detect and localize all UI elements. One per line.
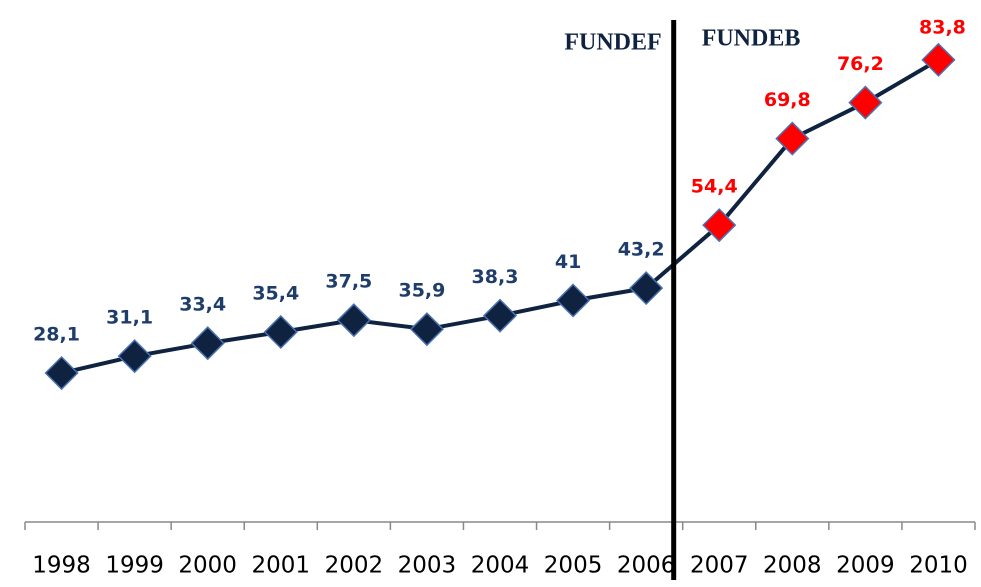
data-label: 37,5 bbox=[325, 271, 372, 293]
marker bbox=[556, 283, 591, 318]
data-label: 33,4 bbox=[179, 294, 226, 316]
data-label: 83,8 bbox=[919, 16, 966, 38]
marker bbox=[629, 271, 664, 306]
x-tick-label: 1999 bbox=[105, 553, 164, 579]
x-tick-label: 2006 bbox=[617, 553, 676, 579]
marker bbox=[44, 355, 79, 391]
data-label: 43,2 bbox=[618, 239, 665, 261]
data-label: 76,2 bbox=[837, 53, 884, 75]
marker bbox=[482, 298, 518, 333]
x-tick-label: 2001 bbox=[251, 553, 310, 579]
data-label: 28,1 bbox=[33, 324, 80, 346]
x-tick-label: 2002 bbox=[325, 553, 384, 579]
data-label: 38,3 bbox=[472, 266, 519, 288]
marker bbox=[117, 339, 152, 374]
marker bbox=[190, 326, 225, 361]
x-tick-label: 2007 bbox=[690, 553, 749, 579]
x-tick-label: 2010 bbox=[909, 553, 968, 579]
data-label: 35,4 bbox=[252, 282, 299, 304]
x-tick-label: 2000 bbox=[178, 553, 237, 579]
marker bbox=[409, 312, 444, 347]
data-label: 54,4 bbox=[691, 176, 738, 198]
marker bbox=[848, 85, 883, 120]
annotation: FUNDEB bbox=[702, 26, 801, 52]
marker bbox=[921, 42, 956, 77]
annotation: FUNDEF bbox=[564, 30, 661, 56]
data-label: 69,8 bbox=[764, 89, 811, 111]
marker bbox=[702, 208, 737, 243]
marker bbox=[336, 303, 371, 338]
x-tick-label: 2004 bbox=[471, 553, 530, 579]
marker bbox=[775, 121, 810, 156]
data-label: 41 bbox=[555, 251, 581, 273]
data-label: 35,9 bbox=[398, 280, 445, 302]
marker bbox=[263, 314, 298, 350]
x-tick-label: 2005 bbox=[544, 553, 603, 579]
data-label: 31,1 bbox=[106, 307, 153, 329]
x-tick-label: 2008 bbox=[763, 553, 822, 579]
x-tick-label: 1998 bbox=[32, 553, 91, 579]
x-tick-label: 2009 bbox=[836, 553, 895, 579]
x-tick-label: 2003 bbox=[398, 553, 457, 579]
